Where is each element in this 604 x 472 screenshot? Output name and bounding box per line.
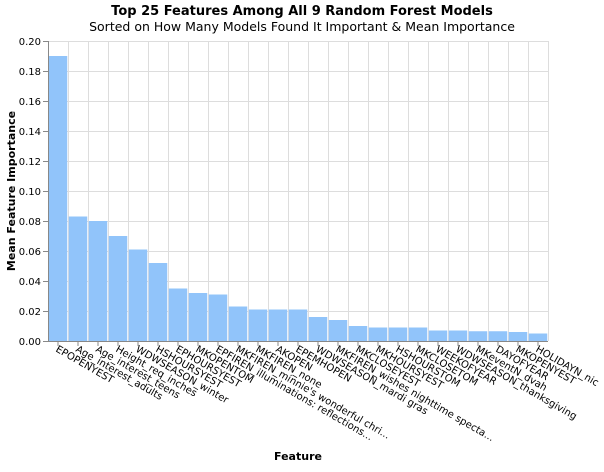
bar: [488, 331, 508, 341]
y-tick-label: 0.10: [19, 187, 41, 198]
y-tick-label: 0.20: [19, 37, 41, 48]
bar: [428, 330, 448, 341]
bar: [128, 249, 148, 341]
y-axis-title: Mean Feature Importance: [5, 111, 18, 271]
bar: [348, 326, 368, 341]
y-tick-label: 0.02: [19, 307, 41, 318]
bar: [188, 293, 208, 341]
y-tick-label: 0.04: [19, 277, 41, 288]
bar: [508, 332, 528, 341]
axis-layer: 0.00 0.02 0.04 0.06 0.08 0.10 0.12 0.14 0.16 0.18…: [19, 37, 600, 444]
bar: [48, 56, 68, 341]
bar: [468, 331, 488, 341]
bar: [268, 309, 288, 341]
bar: [408, 327, 428, 341]
bar: [168, 288, 188, 341]
y-tick-label: 0.16: [19, 97, 41, 108]
bar: [388, 327, 408, 341]
y-tick-label: 0.06: [19, 247, 41, 258]
bar: [528, 333, 548, 341]
bar: [328, 320, 348, 341]
chart-subtitle: Sorted on How Many Models Found It Impor…: [89, 19, 515, 34]
bar: [108, 236, 128, 341]
bar: [368, 327, 388, 341]
bar: [308, 317, 328, 341]
bar: [88, 221, 108, 341]
bar: [68, 216, 88, 341]
y-tick-label: 0.08: [19, 217, 41, 228]
bar: [208, 294, 228, 341]
chart-title: Top 25 Features Among All 9 Random Fores…: [111, 4, 493, 19]
bar: [148, 263, 168, 341]
y-tick-label: 0.18: [19, 67, 41, 78]
y-tick-label: 0.00: [19, 337, 41, 348]
bar: [248, 309, 268, 341]
y-tick-label: 0.12: [19, 157, 41, 168]
x-axis-title: Feature: [274, 450, 322, 463]
bar: [228, 306, 248, 341]
bar: [288, 309, 308, 341]
bar-layer: [48, 56, 548, 341]
y-tick-label: 0.14: [19, 127, 41, 138]
bar: [448, 330, 468, 341]
